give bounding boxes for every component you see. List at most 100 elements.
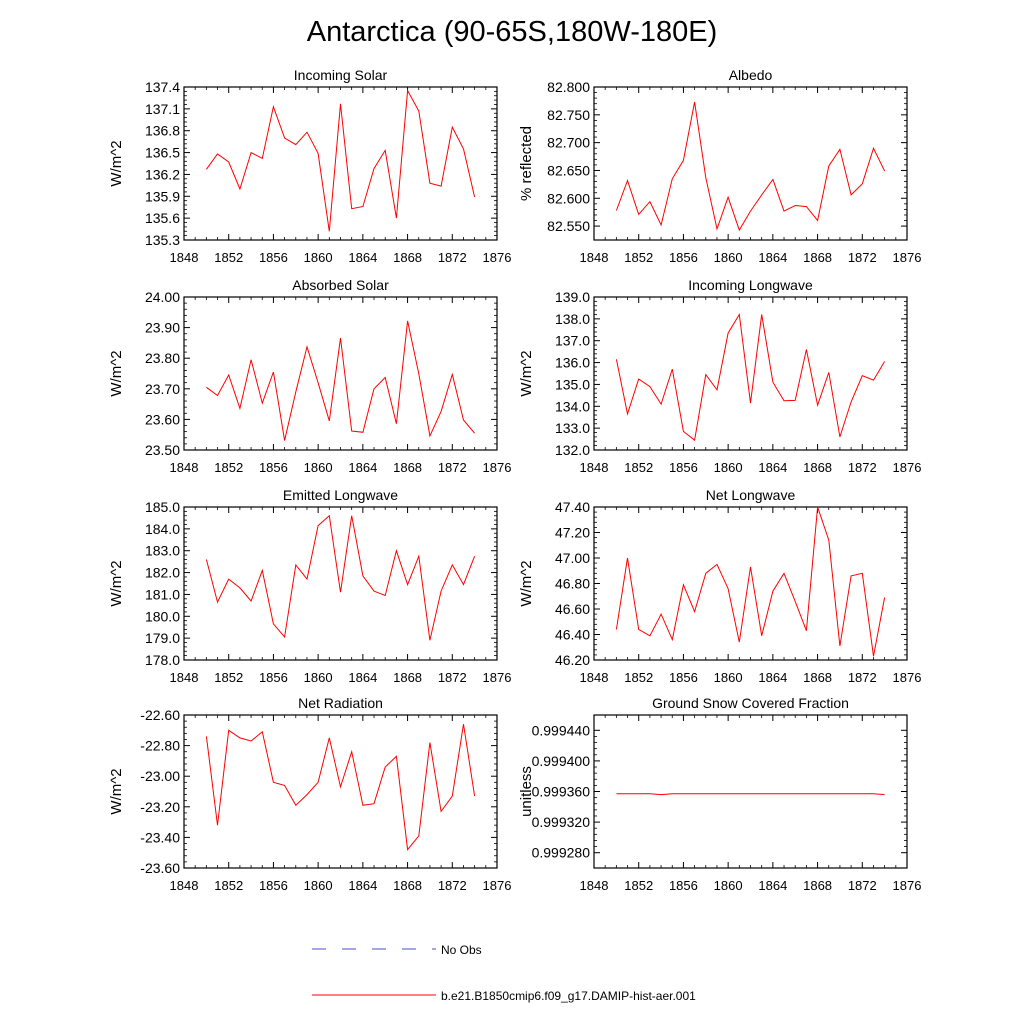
y-tick-label: 179.0 [145,630,180,646]
y-tick-label: 46.80 [555,576,590,592]
x-tick-label: 1864 [348,460,377,475]
y-tick-label: 178.0 [145,652,180,668]
panel-absorbed-solar: Absorbed Solar W/m^2 1848 1852 1856 1860 1864 1… [108,277,511,475]
x-tick-label: 1856 [259,250,288,265]
y-tick-label: 135.9 [145,188,180,204]
y-tick-label: 135.0 [555,376,590,392]
x-tick-label: 1868 [393,878,422,893]
x-tick-label: 1856 [669,878,698,893]
y-axis-label: W/m^2 [108,768,125,814]
panel-title: Emitted Longwave [283,487,398,503]
y-tick-label: 137.1 [145,101,180,117]
y-tick-label: 24.00 [145,289,180,305]
plot-frame [593,506,908,661]
y-tick-label: 0.999280 [532,845,591,861]
panel-net-radiation: Net Radiation W/m^2 1848 1852 1856 1860 1864 18… [108,695,511,893]
y-tick-label: 138.0 [555,311,590,327]
x-tick-label: 1876 [893,250,922,265]
x-tick-label: 1872 [848,460,877,475]
y-tick-label: 0.999400 [532,753,591,769]
legend-model-label: b.e21.B1850cmip6.f09_g17.DAMIP-hist-aer.… [441,989,696,1003]
y-tick-label: 23.50 [145,442,180,458]
plot-frame [183,714,498,869]
y-tick-label: -23.40 [140,829,180,845]
x-tick-label: 1868 [393,460,422,475]
y-axis-label: % reflected [518,126,535,201]
panel-title: Albedo [729,67,773,83]
x-tick-label: 1848 [170,670,199,685]
y-tick-label: 139.0 [555,289,590,305]
x-tick-label: 1860 [304,878,333,893]
y-tick-label: 23.90 [145,320,180,336]
y-tick-label: 82.800 [547,79,590,95]
x-tick-label: 1856 [669,460,698,475]
y-tick-label: 136.8 [145,123,180,139]
plot-frame [593,296,908,451]
y-tick-label: 82.550 [547,218,590,234]
y-tick-label: 180.0 [145,608,180,624]
x-tick-label: 1868 [803,460,832,475]
x-tick-label: 1860 [714,878,743,893]
x-tick-label: 1864 [348,250,377,265]
y-tick-label: 47.40 [555,499,590,515]
plot-frame [183,506,498,661]
y-tick-label: -22.80 [140,738,180,754]
x-tick-label: 1852 [624,250,653,265]
x-tick-label: 1872 [438,670,467,685]
x-tick-label: 1860 [714,250,743,265]
y-tick-label: 132.0 [555,442,590,458]
y-tick-label: 135.6 [145,210,180,226]
x-tick-label: 1864 [348,670,377,685]
y-tick-label: 82.750 [547,107,590,123]
legend: No Obs b.e21.B1850cmip6.f09_g17.DAMIP-hi… [312,943,696,1003]
y-tick-label: -23.20 [140,799,180,815]
y-tick-label: 47.00 [555,550,590,566]
x-tick-label: 1876 [893,878,922,893]
y-tick-label: 133.0 [555,420,590,436]
y-tick-label: 182.0 [145,565,180,581]
x-tick-label: 1876 [483,460,512,475]
x-tick-label: 1872 [438,878,467,893]
y-tick-label: 137.4 [145,79,180,95]
plot-frame [593,714,908,869]
y-tick-label: 185.0 [145,499,180,515]
y-tick-label: 23.80 [145,350,180,366]
y-tick-label: 82.650 [547,162,590,178]
x-tick-label: 1872 [438,460,467,475]
panel-ground-snow-covered-fraction: Ground Snow Covered Fraction unitless 1848… [518,695,921,893]
x-tick-label: 1864 [758,670,787,685]
x-tick-label: 1848 [170,250,199,265]
figure-title: Antarctica (90-65S,180W-180E) [307,16,718,48]
x-tick-label: 1872 [848,878,877,893]
y-axis-label: W/m^2 [518,350,535,396]
y-tick-label: 136.0 [555,355,590,371]
x-tick-label: 1856 [669,250,698,265]
y-tick-label: 136.2 [145,166,180,182]
y-tick-label: 135.3 [145,232,180,248]
y-axis-label: W/m^2 [108,560,125,606]
panel-title: Net Radiation [298,695,383,711]
x-tick-label: 1856 [669,670,698,685]
panel-net-longwave: Net Longwave W/m^2 1848 1852 1856 1860 1864 186… [518,487,921,685]
y-tick-label: 82.600 [547,190,590,206]
x-tick-label: 1876 [893,670,922,685]
x-tick-label: 1876 [483,878,512,893]
series-line [206,320,475,441]
x-tick-label: 1860 [304,670,333,685]
x-tick-label: 1876 [483,250,512,265]
x-tick-label: 1852 [624,460,653,475]
y-axis-label: W/m^2 [108,350,125,396]
series-line [205,724,476,851]
x-tick-label: 1860 [304,250,333,265]
series-line [615,101,886,232]
panels: Incoming Solar W/m^2 1848 1852 1856 1860 1864 1… [108,67,921,893]
x-tick-label: 1856 [259,878,288,893]
panel-incoming-solar: Incoming Solar W/m^2 1848 1852 1856 1860 1864 1… [108,67,511,265]
y-tick-label: 184.0 [145,521,180,537]
x-tick-label: 1852 [214,250,243,265]
series-line [615,506,886,657]
y-tick-label: -23.00 [140,768,180,784]
x-tick-label: 1860 [304,460,333,475]
x-tick-label: 1864 [758,460,787,475]
